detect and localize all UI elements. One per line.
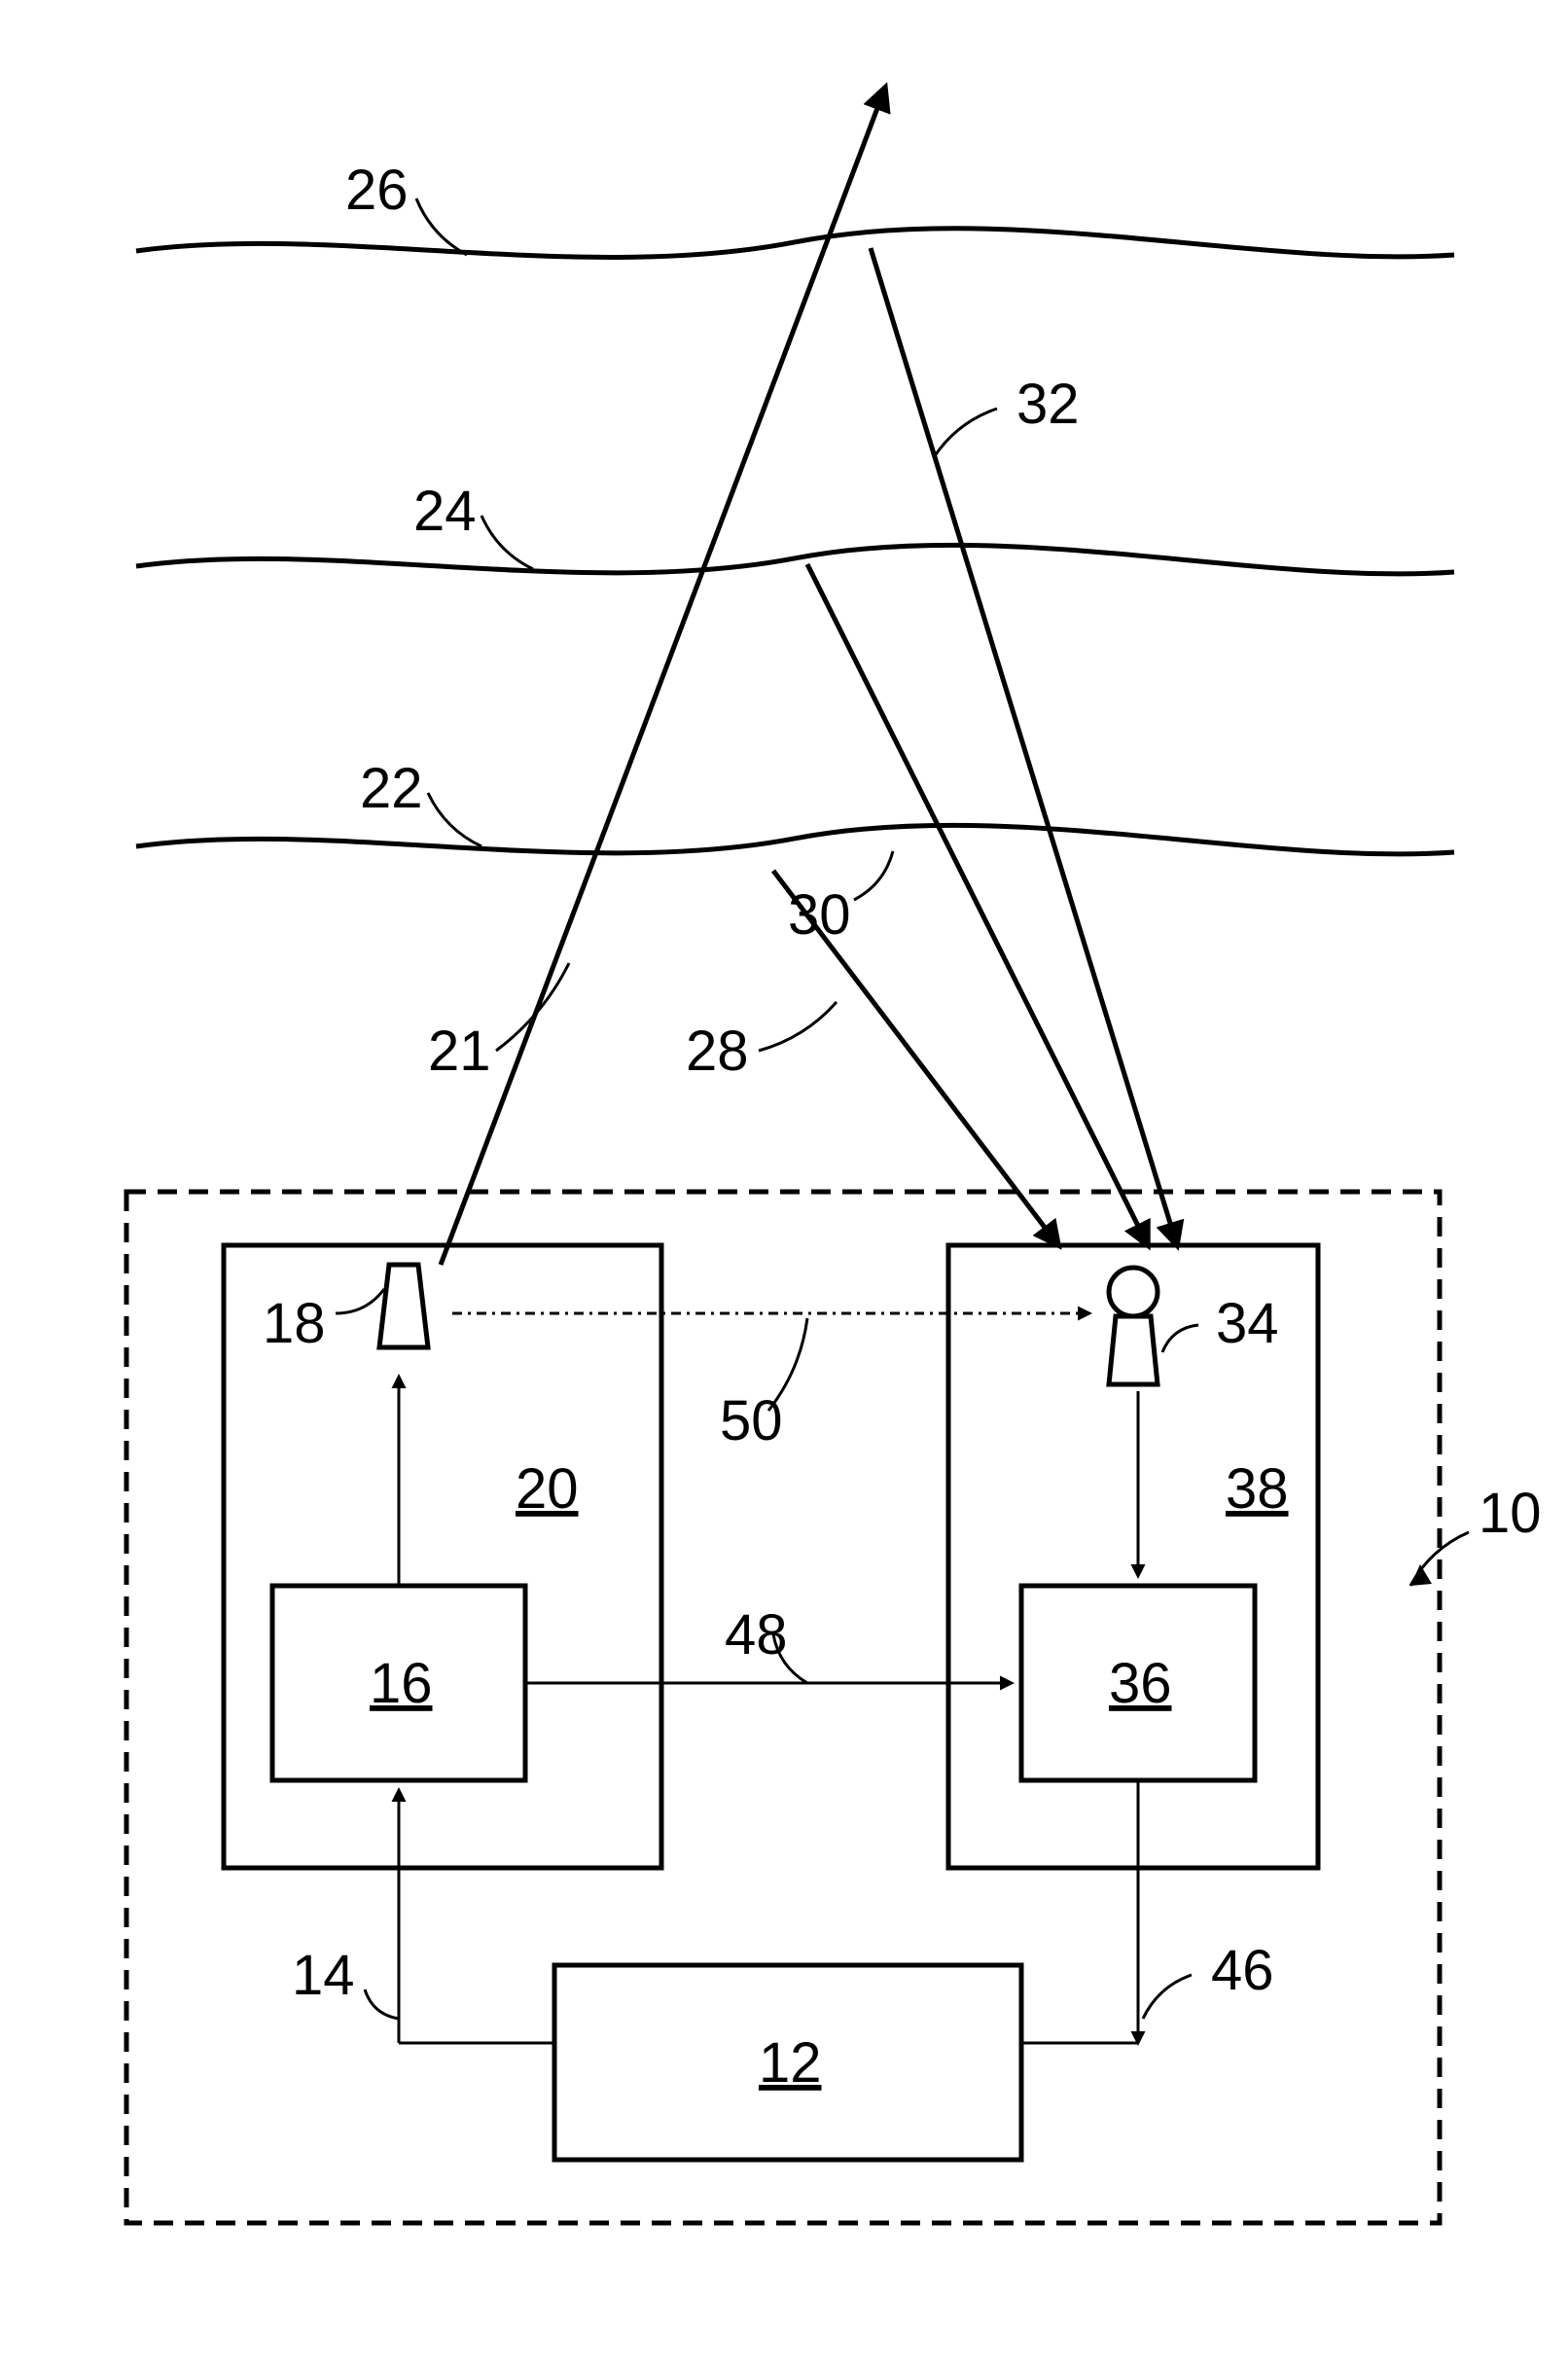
label-21: 21 <box>428 1020 491 1083</box>
transducer-icon <box>379 1265 428 1347</box>
leader-l30 <box>854 851 893 900</box>
leader-l21 <box>496 963 569 1051</box>
leader-l22 <box>428 793 481 846</box>
label-36: 36 <box>1109 1652 1172 1715</box>
leader-l32 <box>934 409 997 457</box>
label-20: 20 <box>516 1457 579 1521</box>
layer-line <box>136 229 1454 258</box>
layer-line <box>136 825 1454 854</box>
leader-10-arrow <box>1410 1564 1432 1586</box>
sensor-head-icon <box>1109 1268 1158 1316</box>
label-30: 30 <box>788 883 851 947</box>
leader-l34 <box>1162 1325 1198 1352</box>
layer-line <box>136 545 1454 574</box>
label-24: 24 <box>413 480 477 543</box>
label-50: 50 <box>720 1389 783 1452</box>
label-26: 26 <box>345 159 409 222</box>
label-38: 38 <box>1226 1457 1289 1521</box>
label-46: 46 <box>1211 1939 1274 2002</box>
label-48: 48 <box>725 1603 788 1666</box>
label-14: 14 <box>292 1944 355 2007</box>
label-12: 12 <box>759 2031 822 2095</box>
leader-l46 <box>1143 1975 1192 2019</box>
leader-l14 <box>365 1989 399 2019</box>
label-18: 18 <box>263 1292 326 1355</box>
leader-l26 <box>416 198 467 255</box>
label-34: 34 <box>1216 1292 1279 1355</box>
sensor-base-icon <box>1109 1316 1158 1384</box>
label-16: 16 <box>370 1652 433 1715</box>
leader-l28 <box>759 1002 837 1051</box>
leader-l24 <box>481 516 533 569</box>
label-28: 28 <box>686 1020 749 1083</box>
leader-l18 <box>336 1289 384 1313</box>
label-10: 10 <box>1479 1482 1542 1545</box>
label-32: 32 <box>1016 373 1080 436</box>
label-22: 22 <box>360 757 423 820</box>
beam-outgoing <box>441 88 885 1265</box>
